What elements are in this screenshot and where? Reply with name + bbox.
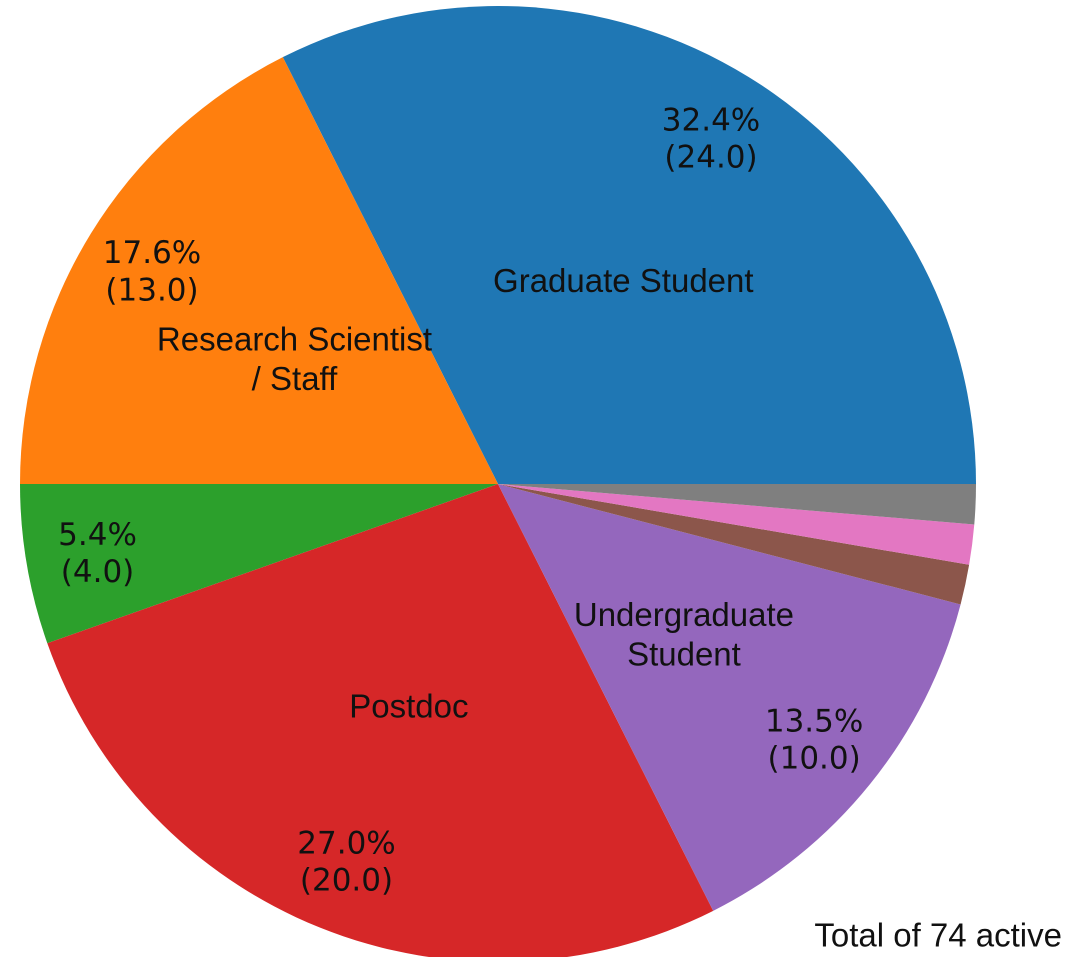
- slice: [498, 484, 961, 911]
- slice: [498, 484, 975, 565]
- slice: [498, 484, 976, 525]
- value-label: 5.4% (4.0): [58, 517, 137, 590]
- slice: [498, 484, 970, 605]
- value-label: 17.6% (13.0): [103, 235, 201, 308]
- slice: [282, 5, 976, 485]
- value-label: 32.4% (24.0): [662, 102, 760, 175]
- slice-label: Research Scientist / Staff: [157, 320, 432, 397]
- slice: [20, 57, 498, 485]
- pie: [20, 5, 976, 957]
- annotation: Total of 74 active: [814, 917, 1062, 954]
- slice-label: Undergraduate Student: [574, 596, 794, 673]
- slice: [47, 484, 714, 957]
- slice: [20, 484, 498, 644]
- value-label: 27.0% (20.0): [297, 825, 395, 898]
- slice-label: Postdoc: [349, 687, 468, 724]
- slice-label: Graduate Student: [493, 262, 754, 299]
- value-label: 13.5% (10.0): [765, 703, 863, 776]
